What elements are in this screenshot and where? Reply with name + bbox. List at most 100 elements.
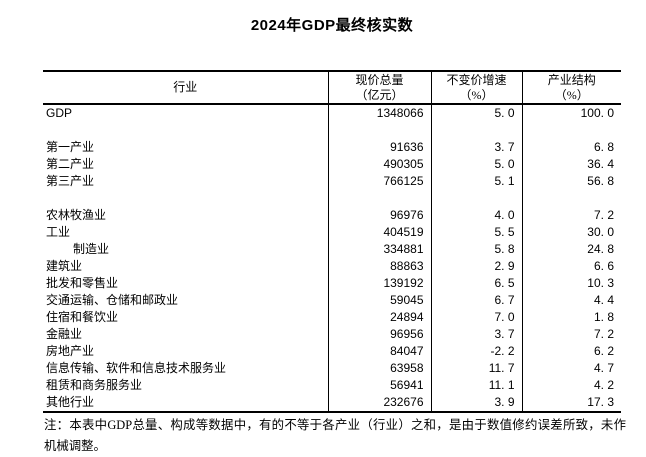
cell-current-price-total: 766125 <box>327 173 431 190</box>
cell-industry: 制造业 <box>73 242 110 256</box>
cell-constant-price-growth: 3. 7 <box>430 326 522 343</box>
cell-industry: 交通运输、仓储和邮政业 <box>46 293 179 307</box>
cell-current-price-total: 1348066 <box>327 104 431 122</box>
cell-industry-structure: 4. 2 <box>521 377 621 394</box>
column-header-constant-price-growth: 不变价增速 （%） <box>430 70 522 105</box>
cell-constant-price-growth: 5. 0 <box>430 104 522 122</box>
table-row: 制造业 334881 5. 8 24. 8 <box>43 241 621 258</box>
cell-constant-price-growth: 11. 7 <box>430 360 522 377</box>
cell-industry <box>43 122 328 139</box>
column-header-industry-line1: 行业 <box>173 80 198 95</box>
cell-industry: 第一产业 <box>46 140 95 154</box>
cell-constant-price-growth: 6. 5 <box>430 275 522 292</box>
cell-constant-price-growth: 5. 5 <box>430 224 522 241</box>
cell-current-price-total: 232676 <box>327 394 431 413</box>
cell-industry-structure: 7. 2 <box>521 207 621 224</box>
column-header-industry-structure: 产业结构 （%） <box>521 70 621 105</box>
column-header-constant-price-growth-line1: 不变价增速 <box>446 73 507 87</box>
cell-constant-price-growth: -2. 2 <box>430 343 522 360</box>
cell-industry: 工业 <box>46 225 71 239</box>
column-header-industry-structure-line1: 产业结构 <box>547 73 596 87</box>
column-header-current-price-total: 现价总量 （亿元） <box>327 70 431 105</box>
cell-industry: 信息传输、软件和信息技术服务业 <box>46 361 227 375</box>
cell-industry-structure: 24. 8 <box>521 241 621 258</box>
table-row: 第一产业 91636 3. 7 6. 8 <box>43 139 621 156</box>
cell-industry-structure: 56. 8 <box>521 173 621 190</box>
cell-industry: 批发和零售业 <box>46 276 119 290</box>
spacer-row <box>43 190 621 207</box>
table-row: GDP 1348066 5. 0 100. 0 <box>43 104 621 122</box>
cell-industry-structure: 4. 4 <box>521 292 621 309</box>
cell-industry-structure <box>521 122 621 139</box>
cell-industry-structure: 30. 0 <box>521 224 621 241</box>
cell-current-price-total: 56941 <box>327 377 431 394</box>
cell-industry-structure: 100. 0 <box>521 104 621 122</box>
column-header-industry-structure-line2: （%） <box>554 87 589 102</box>
column-header-current-price-total-line2: （亿元） <box>355 87 404 102</box>
cell-current-price-total: 490305 <box>327 156 431 173</box>
column-header-industry: 行业 <box>43 70 328 105</box>
table-row: 信息传输、软件和信息技术服务业 63958 11. 7 4. 7 <box>43 360 621 377</box>
cell-current-price-total: 91636 <box>327 139 431 156</box>
cell-constant-price-growth: 5. 0 <box>430 156 522 173</box>
cell-industry: 第二产业 <box>46 157 95 171</box>
cell-industry: 其他行业 <box>43 394 328 413</box>
cell-constant-price-growth: 7. 0 <box>430 309 522 326</box>
cell-current-price-total: 24894 <box>327 309 431 326</box>
cell-constant-price-growth <box>430 122 522 139</box>
cell-current-price-total: 404519 <box>327 224 431 241</box>
cell-industry: 第三产业 <box>46 174 95 188</box>
cell-current-price-total <box>327 122 431 139</box>
spacer-row <box>43 122 621 139</box>
footnote: 注：本表中GDP总量、构成等数据中，有的不等于各产业（行业）之和，是由于数值修约… <box>44 418 626 453</box>
cell-industry: 租赁和商务服务业 <box>46 378 143 392</box>
table-row: 第三产业 766125 5. 1 56. 8 <box>43 173 621 190</box>
table-row: 交通运输、仓储和邮政业 59045 6. 7 4. 4 <box>43 292 621 309</box>
cell-constant-price-growth: 4. 0 <box>430 207 522 224</box>
table-row: 房地产业 84047 -2. 2 6. 2 <box>43 343 621 360</box>
cell-current-price-total: 63958 <box>327 360 431 377</box>
cell-industry <box>43 190 328 207</box>
cell-industry-structure: 6. 8 <box>521 139 621 156</box>
cell-industry: 住宿和餐饮业 <box>46 310 119 324</box>
cell-current-price-total: 59045 <box>327 292 431 309</box>
cell-industry-structure: 7. 2 <box>521 326 621 343</box>
table-row: 第二产业 490305 5. 0 36. 4 <box>43 156 621 173</box>
table-row: 住宿和餐饮业 24894 7. 0 1. 8 <box>43 309 621 326</box>
cell-constant-price-growth: 2. 9 <box>430 258 522 275</box>
cell-constant-price-growth: 5. 8 <box>430 241 522 258</box>
table-row: 批发和零售业 139192 6. 5 10. 3 <box>43 275 621 292</box>
table-row: 其他行业 232676 3. 9 17. 3 <box>43 394 621 413</box>
column-header-constant-price-growth-line2: （%） <box>459 87 494 102</box>
page-title: 2024年GDP最终核实数 <box>250 17 414 34</box>
cell-industry-structure: 10. 3 <box>521 275 621 292</box>
header-row: 行业 现价总量 （亿元） 不变价增速 （%） 产业结构 （%） <box>43 70 621 105</box>
cell-constant-price-growth: 3. 7 <box>430 139 522 156</box>
cell-current-price-total: 139192 <box>327 275 431 292</box>
cell-constant-price-growth: 6. 7 <box>430 292 522 309</box>
table-row: 工业 404519 5. 5 30. 0 <box>43 224 621 241</box>
cell-current-price-total: 88863 <box>327 258 431 275</box>
cell-constant-price-growth: 5. 1 <box>430 173 522 190</box>
cell-industry-structure: 4. 7 <box>521 360 621 377</box>
cell-current-price-total: 84047 <box>327 343 431 360</box>
cell-constant-price-growth: 3. 9 <box>430 394 522 413</box>
cell-industry-structure <box>521 190 621 207</box>
cell-constant-price-growth: 11. 1 <box>430 377 522 394</box>
cell-industry-structure: 6. 2 <box>521 343 621 360</box>
cell-current-price-total <box>327 190 431 207</box>
cell-industry-structure: 1. 8 <box>521 309 621 326</box>
table-row: 建筑业 88863 2. 9 6. 6 <box>43 258 621 275</box>
table-row: 租赁和商务服务业 56941 11. 1 4. 2 <box>43 377 621 394</box>
cell-industry: GDP <box>46 106 73 120</box>
cell-industry: 金融业 <box>46 327 83 341</box>
table-row: 农林牧渔业 96976 4. 0 7. 2 <box>43 207 621 224</box>
cell-current-price-total: 334881 <box>327 241 431 258</box>
gdp-table: 行业 现价总量 （亿元） 不变价增速 （%） 产业结构 （%） GDP 13480… <box>43 70 621 413</box>
cell-industry: 建筑业 <box>46 259 83 273</box>
gdp-table-body: GDP 1348066 5. 0 100. 0 第一产业 91636 3. 7 6. 8 第二产… <box>43 104 621 413</box>
cell-current-price-total: 96976 <box>327 207 431 224</box>
cell-industry: 农林牧渔业 <box>46 208 107 222</box>
cell-industry-structure: 36. 4 <box>521 156 621 173</box>
